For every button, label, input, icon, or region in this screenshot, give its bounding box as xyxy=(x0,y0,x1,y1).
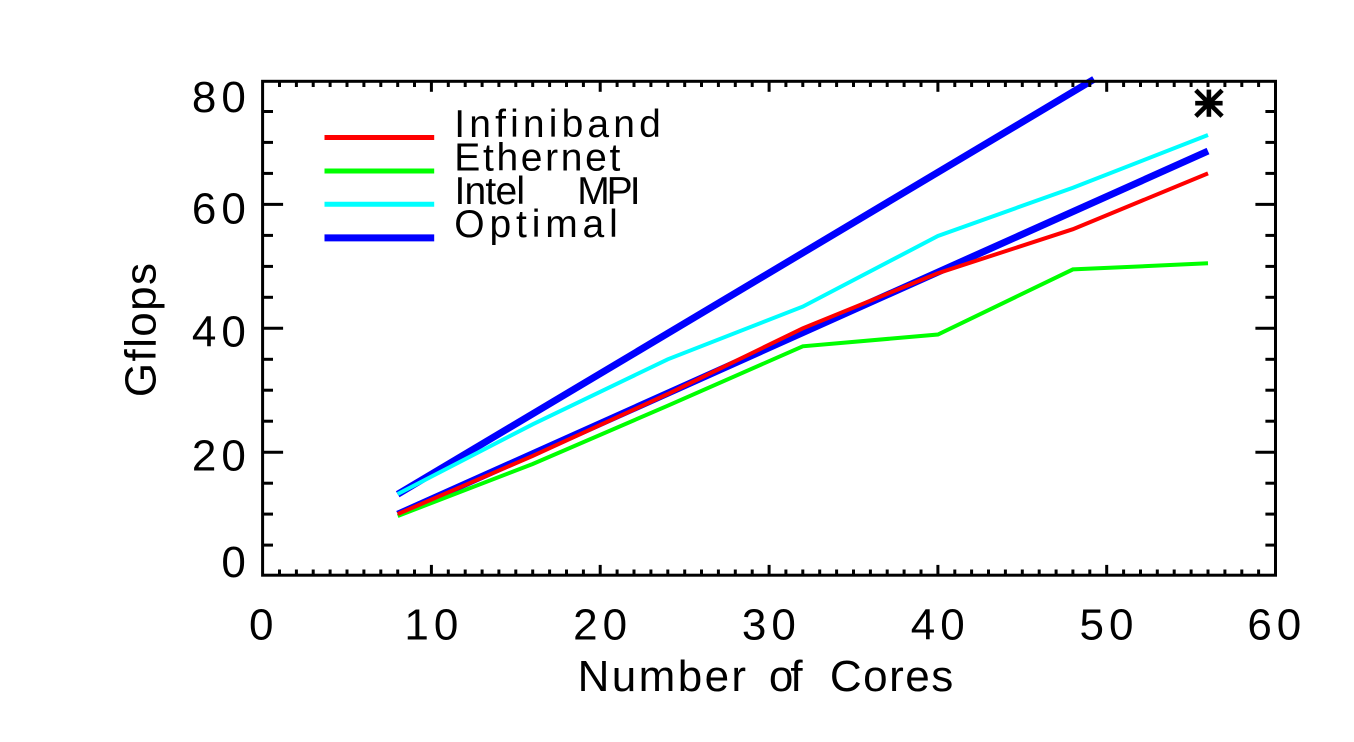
svg-text:60: 60 xyxy=(1247,601,1306,650)
svg-text:Intel: Intel xyxy=(455,170,525,213)
svg-text:Number: Number xyxy=(578,652,749,701)
svg-text:40: 40 xyxy=(192,308,251,357)
svg-text:of: of xyxy=(769,652,803,701)
svg-text:20: 20 xyxy=(192,432,251,481)
svg-text:Ethernet: Ethernet xyxy=(454,136,623,179)
svg-text:Gflops: Gflops xyxy=(117,262,166,398)
svg-text:40: 40 xyxy=(911,601,970,650)
svg-text:0: 0 xyxy=(249,601,278,650)
svg-text:10: 10 xyxy=(404,601,463,650)
svg-text:60: 60 xyxy=(192,184,251,233)
svg-text:Cores: Cores xyxy=(830,652,955,701)
svg-text:MPI: MPI xyxy=(577,170,638,213)
svg-text:20: 20 xyxy=(573,601,632,650)
svg-text:Optimal: Optimal xyxy=(454,203,622,246)
svg-text:80: 80 xyxy=(192,73,251,122)
svg-text:50: 50 xyxy=(1080,601,1139,650)
svg-text:Infiniband: Infiniband xyxy=(454,103,665,146)
svg-text:0: 0 xyxy=(221,538,250,587)
svg-text:30: 30 xyxy=(742,601,801,650)
